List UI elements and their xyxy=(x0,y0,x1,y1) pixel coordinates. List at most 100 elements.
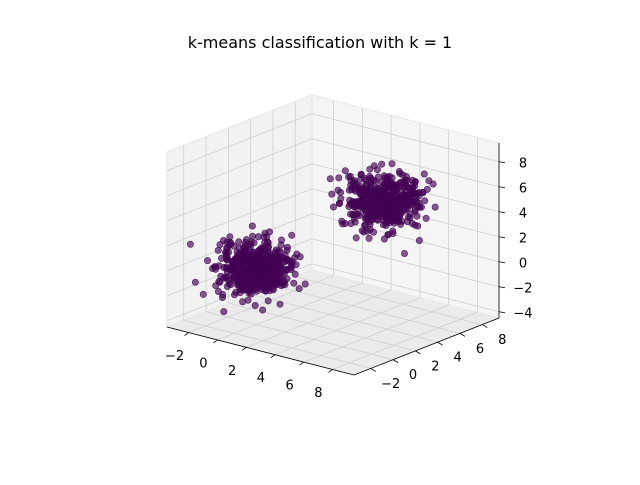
data-point xyxy=(259,306,267,314)
x-tick-label: −2 xyxy=(165,349,184,364)
data-point xyxy=(276,248,284,256)
data-point xyxy=(301,280,309,288)
data-point xyxy=(295,285,303,293)
grid-line-x xyxy=(332,312,478,370)
x-tick-mark xyxy=(328,369,333,373)
data-point xyxy=(252,268,260,276)
y-tick-mark xyxy=(392,359,399,363)
data-point xyxy=(291,270,299,278)
data-point xyxy=(220,308,228,316)
data-point xyxy=(373,166,381,174)
data-point xyxy=(292,261,300,269)
z-tick-label: 6 xyxy=(519,181,527,196)
data-point xyxy=(346,200,354,208)
data-point xyxy=(227,271,235,279)
grid-line-z xyxy=(166,188,313,247)
data-point xyxy=(242,241,250,249)
data-point xyxy=(358,193,366,201)
data-point xyxy=(390,214,398,222)
y-tick-label: 2 xyxy=(431,359,439,374)
x-tick-mark xyxy=(184,332,189,336)
data-point xyxy=(374,201,382,209)
data-point xyxy=(371,178,379,186)
y-tick-mark xyxy=(437,341,443,346)
data-point xyxy=(366,165,374,173)
grid-line-z xyxy=(166,163,313,222)
data-point xyxy=(395,168,403,176)
data-point xyxy=(362,181,370,189)
y-tick-label: −2 xyxy=(381,377,400,392)
data-point xyxy=(290,279,298,287)
grid-line-z xyxy=(311,263,500,313)
z-tick-mark xyxy=(498,286,506,289)
z-tick-label: −4 xyxy=(513,306,532,321)
data-point xyxy=(406,193,414,201)
y-tick-mark xyxy=(415,350,421,355)
data-point xyxy=(384,217,392,225)
data-point xyxy=(418,188,426,196)
data-point xyxy=(367,194,375,202)
x-axis-line xyxy=(166,326,355,376)
data-point xyxy=(214,246,222,254)
data-point xyxy=(270,265,278,273)
grid-line-x xyxy=(274,297,421,356)
data-point xyxy=(387,184,395,192)
grid-line-y xyxy=(183,320,371,369)
data-point xyxy=(352,210,360,218)
data-point xyxy=(408,176,416,184)
data-point xyxy=(411,206,419,214)
data-point xyxy=(296,253,304,261)
data-point xyxy=(264,239,272,247)
y-tick-label: 8 xyxy=(498,333,506,348)
y-tick-mark xyxy=(370,368,376,372)
data-point xyxy=(204,257,212,265)
data-point xyxy=(367,174,375,182)
data-point xyxy=(425,177,433,185)
data-point xyxy=(214,287,222,295)
data-point xyxy=(411,221,419,229)
data-point xyxy=(219,293,227,301)
data-point xyxy=(247,238,255,246)
data-point xyxy=(346,210,354,218)
data-point xyxy=(251,301,259,309)
x-tick-label: 0 xyxy=(199,356,207,371)
data-point xyxy=(223,256,231,264)
z-tick-mark xyxy=(498,236,506,239)
data-point xyxy=(279,254,287,262)
data-point xyxy=(415,237,423,245)
data-point xyxy=(238,256,246,264)
data-point xyxy=(261,276,269,284)
z-tick-mark xyxy=(498,211,506,214)
data-point xyxy=(421,197,429,205)
grid-line-y xyxy=(205,311,394,361)
chart-title: k-means classification with k = 1 xyxy=(187,33,453,52)
z-tick-label: 4 xyxy=(519,206,527,221)
data-point xyxy=(231,291,239,299)
data-point xyxy=(199,290,207,298)
data-point xyxy=(191,278,199,286)
data-point xyxy=(280,270,288,278)
data-point xyxy=(388,160,396,168)
data-points xyxy=(186,160,439,316)
y-tick-label: 4 xyxy=(454,351,462,366)
data-point xyxy=(225,248,233,256)
data-point xyxy=(247,285,255,293)
data-point xyxy=(226,233,234,241)
z-tick-mark xyxy=(498,261,506,264)
grid-line-x xyxy=(188,275,334,333)
data-point xyxy=(335,174,343,182)
x-tick-label: 4 xyxy=(257,371,265,386)
data-point xyxy=(235,238,243,246)
x-tick-mark xyxy=(241,346,247,351)
data-point xyxy=(379,207,387,215)
data-point xyxy=(420,170,428,178)
data-point xyxy=(249,252,257,260)
data-point xyxy=(368,210,376,218)
y-tick-mark xyxy=(482,324,488,328)
data-point xyxy=(277,241,285,249)
grid-line-x xyxy=(303,304,449,363)
data-point xyxy=(216,241,224,249)
data-point xyxy=(249,232,257,240)
data-point xyxy=(248,222,256,230)
